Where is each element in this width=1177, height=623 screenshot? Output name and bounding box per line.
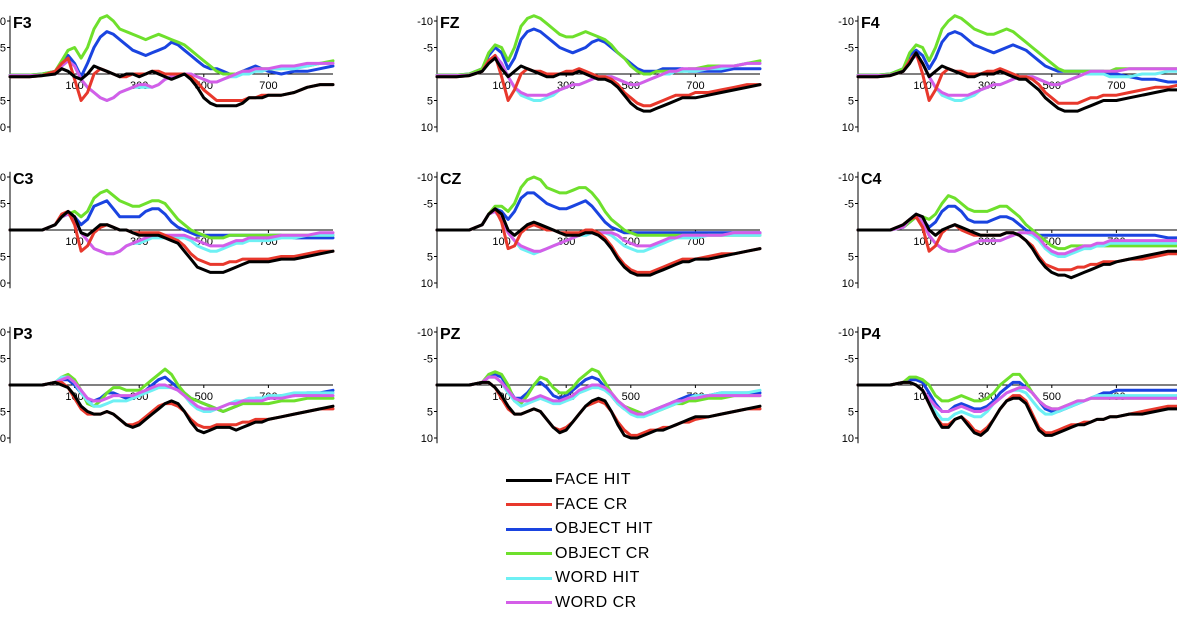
x-tick-label: 700	[259, 80, 277, 92]
legend-label: WORD CR	[555, 594, 637, 612]
x-tick-label: 500	[1043, 391, 1061, 403]
y-tick-label: 5	[427, 96, 433, 108]
series-line-object-cr	[437, 177, 760, 235]
y-tick-label: 5	[848, 96, 854, 108]
legend-label: WORD HIT	[555, 569, 640, 587]
electrode-label: CZ	[440, 171, 462, 188]
electrode-label: C4	[861, 171, 882, 188]
y-tick-label: -5	[844, 199, 854, 211]
series-line-face-hit	[437, 382, 760, 438]
x-tick-label: 700	[1107, 80, 1125, 92]
y-tick-label: -10	[417, 172, 433, 184]
legend-swatch	[506, 479, 552, 482]
legend: FACE HIT FACE CR OBJECT HIT OBJECT CR WORD H…	[506, 468, 653, 615]
y-tick-label: 5	[427, 407, 433, 419]
legend-swatch	[506, 552, 552, 555]
y-tick-label: -10	[838, 172, 854, 184]
electrode-label: C3	[13, 171, 34, 188]
legend-label: OBJECT HIT	[555, 520, 653, 538]
y-tick-label: 10	[842, 278, 854, 290]
y-tick-label: 10	[0, 278, 6, 290]
series-line-object-cr	[437, 369, 760, 414]
panel-f3: -10-5510100300500700F3	[0, 15, 333, 134]
y-tick-label: -5	[844, 354, 854, 366]
y-tick-label: 5	[427, 252, 433, 264]
y-tick-label: -5	[423, 199, 433, 211]
y-tick-label: 5	[848, 407, 854, 419]
y-tick-label: -10	[838, 327, 854, 339]
y-tick-label: 10	[421, 122, 433, 134]
legend-swatch	[506, 528, 552, 531]
y-tick-label: -5	[423, 43, 433, 55]
legend-swatch	[506, 577, 552, 580]
legend-label: FACE HIT	[555, 471, 631, 489]
y-tick-label: 5	[848, 252, 854, 264]
y-tick-label: -5	[0, 354, 6, 366]
y-tick-label: 10	[421, 278, 433, 290]
y-tick-label: 10	[842, 122, 854, 134]
electrode-label: F3	[13, 15, 32, 32]
y-tick-label: 10	[421, 433, 433, 445]
electrode-label: PZ	[440, 326, 461, 343]
panel-p3: -10-5510100300500700P3	[0, 326, 333, 445]
y-tick-label: -10	[417, 16, 433, 28]
y-tick-label: -10	[0, 16, 6, 28]
series-line-face-hit	[10, 382, 333, 432]
panel-c3: -10-5510100300500700C3	[0, 171, 333, 290]
x-tick-label: 700	[686, 80, 704, 92]
legend-item: WORD HIT	[506, 566, 653, 591]
series-line-object-cr	[10, 190, 333, 238]
electrode-label: P3	[13, 326, 33, 343]
y-tick-label: -10	[0, 327, 6, 339]
electrode-label: P4	[861, 326, 881, 343]
series-line-face-cr	[437, 382, 760, 435]
series-line-face-hit	[437, 209, 760, 275]
y-tick-label: -5	[0, 199, 6, 211]
y-tick-label: -10	[417, 327, 433, 339]
y-tick-label: 10	[0, 433, 6, 445]
legend-item: WORD CR	[506, 591, 653, 616]
y-tick-label: -5	[0, 43, 6, 55]
y-tick-label: -10	[0, 172, 6, 184]
legend-item: OBJECT HIT	[506, 517, 653, 542]
legend-swatch	[506, 503, 552, 506]
electrode-label: F4	[861, 15, 880, 32]
legend-label: OBJECT CR	[555, 545, 650, 563]
y-tick-label: -10	[838, 16, 854, 28]
legend-item: FACE HIT	[506, 468, 653, 493]
y-tick-label: 10	[842, 433, 854, 445]
legend-item: OBJECT CR	[506, 542, 653, 567]
y-tick-label: 10	[0, 122, 6, 134]
x-tick-label: 500	[622, 391, 640, 403]
y-tick-label: -5	[844, 43, 854, 55]
electrode-label: FZ	[440, 15, 460, 32]
y-tick-label: -5	[423, 354, 433, 366]
legend-item: FACE CR	[506, 493, 653, 518]
legend-label: FACE CR	[555, 496, 628, 514]
y-tick-label: 5	[0, 252, 6, 264]
legend-swatch	[506, 601, 552, 604]
x-tick-label: 100	[913, 80, 931, 92]
y-tick-label: 5	[0, 407, 6, 419]
y-tick-label: 5	[0, 96, 6, 108]
